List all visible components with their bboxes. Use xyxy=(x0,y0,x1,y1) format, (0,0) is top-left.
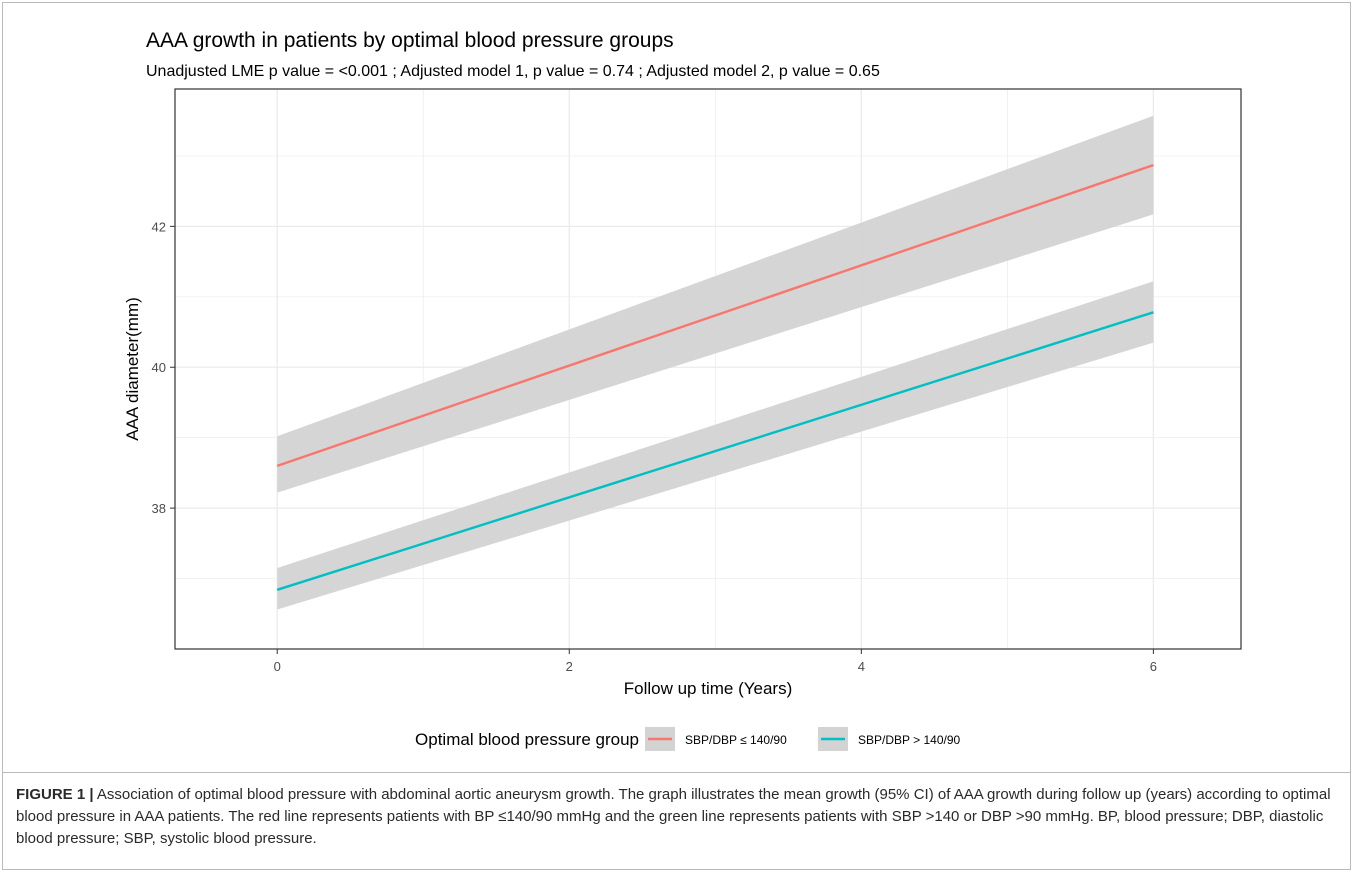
chart-subtitle: Unadjusted LME p value = <0.001 ; Adjust… xyxy=(146,63,880,80)
x-tick-label: 4 xyxy=(858,659,865,674)
ci-band-series-2 xyxy=(277,281,1154,610)
series-line-1 xyxy=(276,163,1154,467)
chart-title: AAA growth in patients by optimal blood … xyxy=(146,29,674,52)
ci-band-series-1 xyxy=(277,115,1154,493)
x-axis-label: Follow up time (Years) xyxy=(624,679,793,698)
confidence-bands xyxy=(277,115,1154,610)
legend-title: Optimal blood pressure group xyxy=(415,730,639,749)
axis-ticks: 0 2 4 6 38 40 42 xyxy=(152,219,1157,674)
x-tick-label: 2 xyxy=(566,659,573,674)
caption-text: Association of optimal blood pressure wi… xyxy=(16,786,1331,847)
series-lines xyxy=(276,163,1154,591)
figure-caption: FIGURE 1 | Association of optimal blood … xyxy=(16,784,1341,850)
series-line-2 xyxy=(276,311,1154,591)
legend: Optimal blood pressure group SBP/DBP ≤ 1… xyxy=(415,727,961,751)
caption-divider xyxy=(2,772,1351,773)
y-tick-label: 38 xyxy=(152,501,166,516)
legend-label-2: SBP/DBP > 140/90 xyxy=(858,733,961,747)
line-chart: AAA growth in patients by optimal blood … xyxy=(123,29,1242,751)
plot-panel-border xyxy=(174,88,1242,650)
y-tick-label: 42 xyxy=(152,219,166,234)
caption-label: FIGURE 1 | xyxy=(16,786,94,803)
x-tick-label: 0 xyxy=(274,659,281,674)
y-tick-label: 40 xyxy=(152,360,166,375)
x-tick-label: 6 xyxy=(1150,659,1157,674)
legend-label-1: SBP/DBP ≤ 140/90 xyxy=(685,733,787,747)
y-axis-label: AAA diameter(mm) xyxy=(123,297,142,441)
